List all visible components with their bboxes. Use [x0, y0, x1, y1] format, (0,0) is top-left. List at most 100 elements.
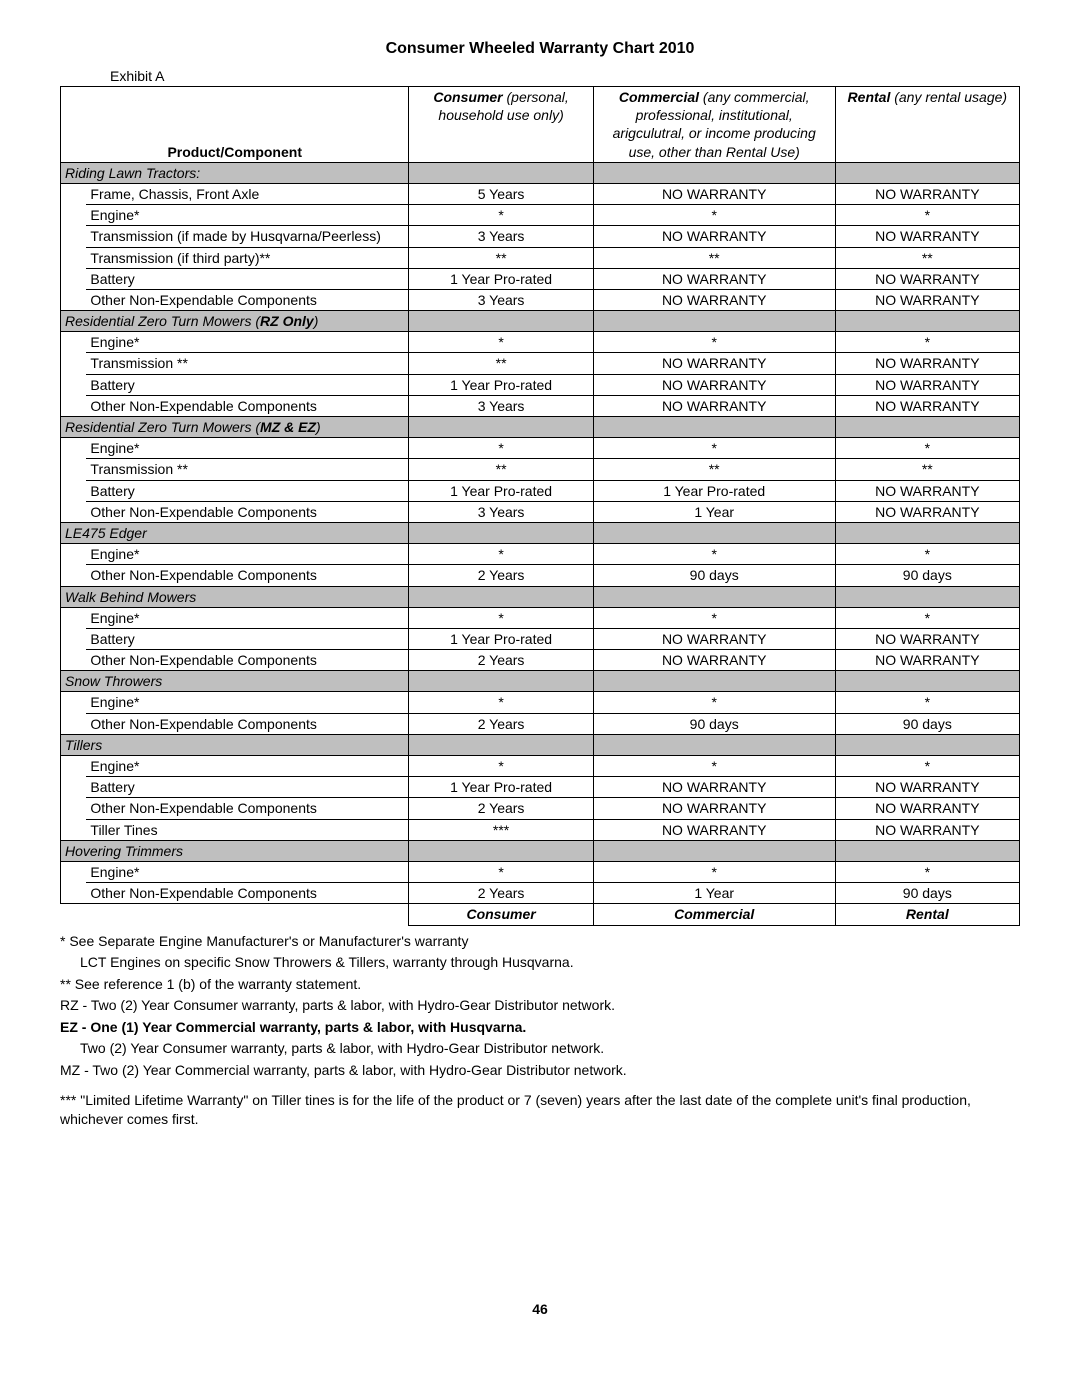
commercial-value: * [593, 332, 835, 353]
section-header-empty [593, 586, 835, 607]
rental-value: 90 days [835, 883, 1019, 904]
product-label: Engine* [86, 205, 409, 226]
indent-cell [61, 798, 87, 819]
commercial-value: NO WARRANTY [593, 374, 835, 395]
consumer-value: 2 Years [409, 798, 593, 819]
table-row: Engine**** [61, 544, 1020, 565]
indent-cell [61, 395, 87, 416]
footnote-line: MZ - Two (2) Year Commercial warranty, p… [60, 1061, 1020, 1081]
consumer-value: 3 Years [409, 289, 593, 310]
footer-consumer: Consumer [409, 904, 593, 925]
product-label: Transmission (if made by Husqvarna/Peerl… [86, 226, 409, 247]
product-label: Battery [86, 480, 409, 501]
product-label: Other Non-Expendable Components [86, 883, 409, 904]
consumer-value: ** [409, 459, 593, 480]
product-label: Battery [86, 268, 409, 289]
rental-value: NO WARRANTY [835, 289, 1019, 310]
product-label: Engine* [86, 438, 409, 459]
rental-value: NO WARRANTY [835, 798, 1019, 819]
col-header-commercial: Commercial (any commercial, professional… [593, 87, 835, 163]
section-header-empty [409, 671, 593, 692]
header-row: Product/ComponentConsumer (personal, hou… [61, 87, 1020, 163]
consumer-value: *** [409, 819, 593, 840]
section-header-empty [409, 586, 593, 607]
product-label: Other Non-Expendable Components [86, 395, 409, 416]
commercial-value: * [593, 205, 835, 226]
table-row: Other Non-Expendable Components2 Years1 … [61, 883, 1020, 904]
consumer-value: * [409, 544, 593, 565]
rental-value: * [835, 332, 1019, 353]
table-row: Engine**** [61, 861, 1020, 882]
consumer-value: 2 Years [409, 713, 593, 734]
indent-cell [61, 713, 87, 734]
commercial-value: * [593, 607, 835, 628]
indent-cell [61, 247, 87, 268]
indent-cell [61, 501, 87, 522]
table-row: Other Non-Expendable Components2 Years90… [61, 565, 1020, 586]
commercial-value: NO WARRANTY [593, 628, 835, 649]
section-header-label: Riding Lawn Tractors: [61, 162, 409, 183]
commercial-value: * [593, 438, 835, 459]
consumer-value: * [409, 756, 593, 777]
section-header-empty [593, 671, 835, 692]
col-header-product: Product/Component [61, 87, 409, 163]
indent-cell [61, 565, 87, 586]
product-label: Battery [86, 777, 409, 798]
table-row: Battery1 Year Pro-ratedNO WARRANTYNO WAR… [61, 777, 1020, 798]
section-header-empty [835, 586, 1019, 607]
rental-value: NO WARRANTY [835, 395, 1019, 416]
indent-cell [61, 183, 87, 204]
commercial-value: NO WARRANTY [593, 183, 835, 204]
rental-value: ** [835, 459, 1019, 480]
section-header-empty [593, 162, 835, 183]
consumer-value: * [409, 692, 593, 713]
consumer-value: 3 Years [409, 501, 593, 522]
section-header-row: LE475 Edger [61, 522, 1020, 543]
indent-cell [61, 289, 87, 310]
commercial-value: * [593, 861, 835, 882]
commercial-value: ** [593, 459, 835, 480]
indent-cell [61, 459, 87, 480]
indent-cell [61, 607, 87, 628]
table-row: Transmission ******** [61, 459, 1020, 480]
consumer-value: 1 Year Pro-rated [409, 480, 593, 501]
rental-value: * [835, 544, 1019, 565]
section-header-empty [835, 522, 1019, 543]
consumer-value: 2 Years [409, 650, 593, 671]
table-row: Battery1 Year Pro-ratedNO WARRANTYNO WAR… [61, 628, 1020, 649]
table-row: Battery1 Year Pro-ratedNO WARRANTYNO WAR… [61, 374, 1020, 395]
section-header-label: LE475 Edger [61, 522, 409, 543]
section-header-empty [409, 734, 593, 755]
product-label: Engine* [86, 692, 409, 713]
section-header-label: Hovering Trimmers [61, 840, 409, 861]
rental-value: NO WARRANTY [835, 374, 1019, 395]
product-label: Engine* [86, 756, 409, 777]
table-row: Transmission (if made by Husqvarna/Peerl… [61, 226, 1020, 247]
section-header-empty [593, 840, 835, 861]
commercial-value: NO WARRANTY [593, 289, 835, 310]
section-header-row: Tillers [61, 734, 1020, 755]
consumer-value: 1 Year Pro-rated [409, 628, 593, 649]
exhibit-label: Exhibit A [110, 68, 1020, 84]
indent-cell [61, 205, 87, 226]
rental-value: * [835, 756, 1019, 777]
consumer-value: 5 Years [409, 183, 593, 204]
rental-value: 90 days [835, 565, 1019, 586]
product-label: Other Non-Expendable Components [86, 289, 409, 310]
table-row: Engine**** [61, 438, 1020, 459]
section-header-label: Residential Zero Turn Mowers (MZ & EZ) [61, 417, 409, 438]
footer-rental: Rental [835, 904, 1019, 925]
footer-commercial: Commercial [593, 904, 835, 925]
table-row: Transmission ****NO WARRANTYNO WARRANTY [61, 353, 1020, 374]
indent-cell [61, 353, 87, 374]
footer-row: ConsumerCommercialRental [61, 904, 1020, 925]
rental-value: NO WARRANTY [835, 480, 1019, 501]
consumer-value: 2 Years [409, 565, 593, 586]
rental-value: NO WARRANTY [835, 628, 1019, 649]
section-header-row: Riding Lawn Tractors: [61, 162, 1020, 183]
commercial-value: NO WARRANTY [593, 650, 835, 671]
consumer-value: * [409, 861, 593, 882]
consumer-value: 3 Years [409, 395, 593, 416]
footnotes: * See Separate Engine Manufacturer's or … [60, 932, 1020, 1130]
commercial-value: NO WARRANTY [593, 226, 835, 247]
